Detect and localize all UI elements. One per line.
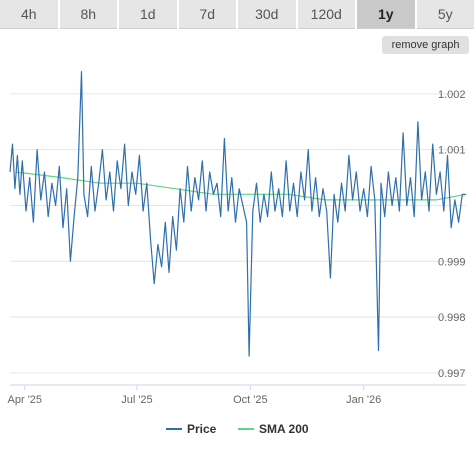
tab-4h[interactable]: 4h [0,0,58,29]
y-axis: 0.997 0.998 0.999 1.001 1.002 [438,89,466,380]
time-range-tabs: 4h 8h 1d 7d 30d 120d 1y 5y [0,0,474,31]
y-tick-label: 0.997 [438,368,466,380]
y-tick-label: 0.999 [438,256,466,268]
series-lines [9,71,467,357]
x-tick-label: Apr '25 [8,394,43,406]
tab-1y[interactable]: 1y [357,0,415,29]
legend-item-price[interactable]: Price [166,422,217,436]
y-tick-label: 1.001 [438,145,466,157]
y-tick-label: 0.998 [438,312,466,324]
series-line-price [9,71,466,357]
legend-label: Price [187,422,217,436]
x-tick-label: Jan '26 [346,394,381,406]
tab-1d[interactable]: 1d [119,0,177,29]
tab-5y[interactable]: 5y [416,0,474,29]
grid-lines [10,93,466,374]
remove-graph-button[interactable]: remove graph [382,36,469,54]
x-tick-label: Jul '25 [121,394,152,406]
tab-8h[interactable]: 8h [59,0,117,29]
legend-label: SMA 200 [259,422,309,436]
series-line-sma-200 [16,171,467,201]
legend: Price SMA 200 [166,422,309,436]
legend-item-sma-200[interactable]: SMA 200 [238,422,309,436]
tab-120d[interactable]: 120d [297,0,355,29]
tab-30d[interactable]: 30d [238,0,296,29]
tab-7d[interactable]: 7d [178,0,236,29]
x-axis: Apr '25 Jul '25 Oct '25 Jan '26 [8,384,466,406]
x-tick-label: Oct '25 [233,394,268,406]
y-tick-label: 1.002 [438,89,466,101]
